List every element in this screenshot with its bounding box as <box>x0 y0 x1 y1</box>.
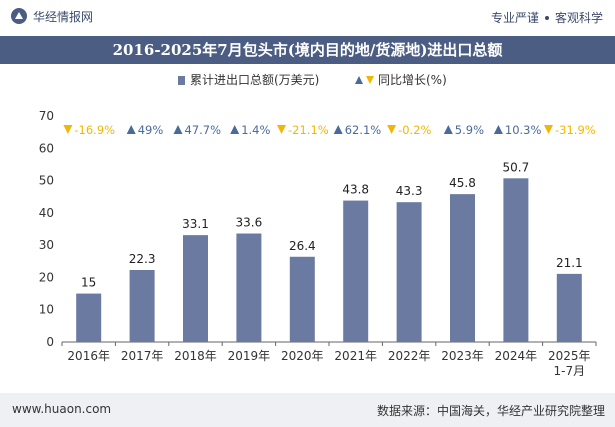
growth-label: 62.1% <box>345 123 382 137</box>
growth-label: 49% <box>138 123 164 137</box>
x-tick-label: 2022年 <box>388 349 431 363</box>
x-tick-label: 2020年 <box>281 349 324 363</box>
growth-label: 10.3% <box>505 123 542 137</box>
y-tick-label: 20 <box>39 270 54 284</box>
x-tick-label: 1-7月 <box>553 364 585 378</box>
y-tick-label: 70 <box>39 109 54 123</box>
huajing-logo-icon <box>11 8 27 24</box>
bar <box>183 235 208 342</box>
growth-label: -31.9% <box>555 123 596 137</box>
growth-label: 47.7% <box>185 123 222 137</box>
bar <box>556 273 582 342</box>
bar-value-label: 50.7 <box>503 160 530 174</box>
bar <box>450 194 475 342</box>
growth-label: 5.9% <box>455 123 484 137</box>
growth-label: 1.4% <box>241 123 270 137</box>
legend-bar-swatch <box>178 76 185 85</box>
x-tick-label: 2021年 <box>334 349 377 363</box>
growth-up-triangle-icon <box>230 125 240 134</box>
growth-up-triangle-icon <box>173 125 183 134</box>
x-tick-label: 2016年 <box>67 349 110 363</box>
y-tick-label: 10 <box>39 303 54 317</box>
bar <box>236 233 262 342</box>
top-bar: 华经情报网 专业严谨 客观科学 <box>0 0 615 36</box>
y-tick-label: 50 <box>39 174 54 188</box>
y-tick-label: 40 <box>39 206 54 220</box>
x-tick-label: 2019年 <box>228 349 271 363</box>
bar-chart: 累计进出口总额(万美元) 同比增长(%) 0 10 20 30 40 50 60 70 15 2016… <box>39 73 597 378</box>
data-source: 数据来源：中国海关，华经产业研究院整理 <box>376 404 605 418</box>
x-tick-label: 2023年 <box>441 349 484 363</box>
growth-label: -0.2% <box>398 123 431 137</box>
bar <box>503 178 529 342</box>
brand: 华经情报网 <box>10 7 93 25</box>
footer: www.huaon.com 数据来源：中国海关，华经产业研究院整理 <box>0 393 615 427</box>
bar-value-label: 15 <box>81 276 96 290</box>
x-tick-label: 2025年 <box>548 349 591 363</box>
legend-bar-label: 累计进出口总额(万美元) <box>190 73 319 87</box>
growth-up-triangle-icon <box>443 125 453 134</box>
growth-label: -16.9% <box>74 123 115 137</box>
x-tick-label: 2017年 <box>121 349 164 363</box>
growth-label: -21.1% <box>288 123 329 137</box>
footer-url[interactable]: www.huaon.com <box>12 402 112 416</box>
y-tick-label: 60 <box>39 141 54 155</box>
bar-value-label: 43.8 <box>342 183 369 197</box>
growth-up-triangle-icon <box>493 125 503 134</box>
bar <box>76 293 102 342</box>
bar <box>343 200 369 342</box>
slogan-right: 客观科学 <box>554 11 603 25</box>
bar-value-label: 33.1 <box>182 217 209 231</box>
bar-value-label: 26.4 <box>289 239 316 253</box>
brand-name: 华经情报网 <box>33 9 94 24</box>
slogan: 专业严谨 客观科学 <box>491 9 603 26</box>
growth-down-triangle-icon <box>277 125 286 134</box>
growth-down-triangle-icon <box>63 125 73 134</box>
bar-value-label: 21.1 <box>556 256 583 270</box>
bullet-dot-icon <box>544 15 549 20</box>
bar-value-label: 43.3 <box>396 184 423 198</box>
growth-down-triangle-icon <box>387 125 397 134</box>
x-tick-label: 2018年 <box>174 349 217 363</box>
bar-value-label: 22.3 <box>129 252 156 266</box>
growth-down-triangle-icon <box>544 125 553 134</box>
bar <box>129 270 155 342</box>
y-tick-label: 0 <box>46 335 54 349</box>
growth-up-triangle-icon <box>333 125 343 134</box>
legend-up-triangle-icon <box>355 76 363 84</box>
x-tick-label: 2024年 <box>495 349 538 363</box>
bar <box>396 202 422 342</box>
legend-down-triangle-icon <box>366 76 374 84</box>
slogan-left: 专业严谨 <box>490 11 539 25</box>
chart-title: 2016-2025年7月包头市(境内目的地/货源地)进出口总额 <box>0 36 615 64</box>
legend-ratio-label: 同比增长(%) <box>378 73 447 87</box>
bar-value-label: 45.8 <box>449 176 476 190</box>
y-tick-label: 30 <box>39 238 54 252</box>
growth-up-triangle-icon <box>126 125 136 134</box>
bar <box>289 256 315 342</box>
bar-value-label: 33.6 <box>236 216 263 230</box>
